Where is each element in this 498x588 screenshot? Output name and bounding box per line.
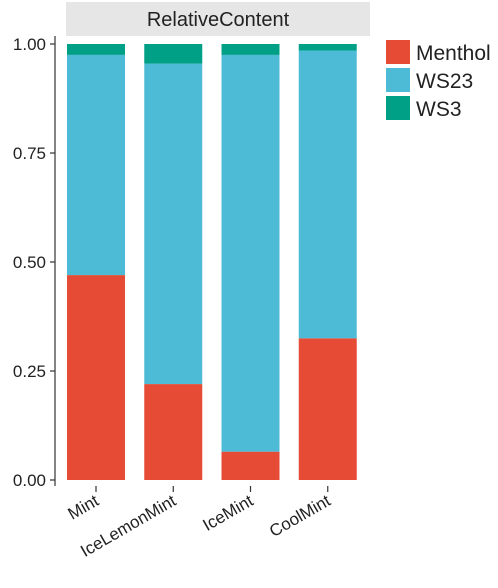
bar-ws3-icemint: [221, 44, 280, 55]
legend-label-ws3: WS3: [416, 98, 462, 121]
legend: Menthol WS23 WS3: [386, 40, 491, 121]
y-tick-label: 0.25: [13, 362, 46, 381]
bar-ws3-icelemonmint: [144, 44, 203, 64]
legend-label-ws23: WS23: [416, 70, 473, 93]
facet-strip: [66, 2, 370, 36]
bar-ws23-icemint: [221, 54, 280, 452]
bar-ws23-mint: [67, 54, 125, 276]
bar-menthol-coolmint: [298, 338, 357, 480]
legend-label-menthol: Menthol: [416, 42, 491, 65]
x-tick-label-coolmint: CoolMint: [266, 491, 334, 541]
y-tick-label: 0.75: [13, 144, 46, 163]
y-tick-label: 0.00: [13, 471, 46, 490]
y-axis: 0.00 0.25 0.50 0.75 1.00: [13, 35, 55, 490]
bars-group: [67, 44, 357, 480]
bar-menthol-icelemonmint: [144, 384, 203, 480]
bar-ws3-coolmint: [298, 44, 357, 51]
bar-menthol-mint: [67, 275, 125, 480]
y-tick-label: 0.50: [13, 253, 46, 272]
x-tick-label-mint: Mint: [65, 491, 103, 524]
legend-swatch-ws3: [386, 96, 410, 120]
legend-swatch-ws23: [386, 68, 410, 92]
bar-ws3-mint: [67, 44, 125, 55]
bar-menthol-icemint: [221, 451, 280, 480]
legend-swatch-menthol: [386, 40, 410, 64]
y-tick-label: 1.00: [13, 35, 46, 54]
bar-ws23-coolmint: [298, 50, 357, 339]
bar-ws23-icelemonmint: [144, 63, 203, 385]
facet-title: RelativeContent: [147, 9, 290, 31]
x-tick-label-icemint: IceMint: [200, 491, 257, 535]
